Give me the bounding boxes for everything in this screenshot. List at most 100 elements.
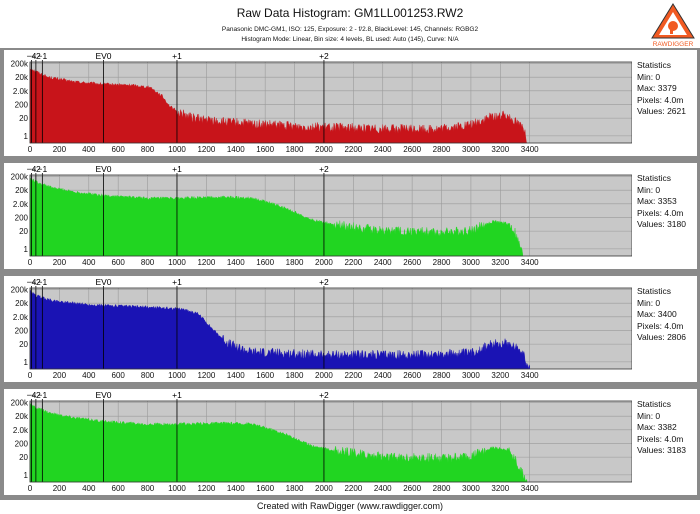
x-tick-label: 1000: [168, 258, 186, 267]
ev-marker-label: −2: [31, 390, 41, 400]
y-tick-label: 200k: [11, 173, 29, 182]
y-tick-label: 1: [24, 132, 29, 141]
ev-marker-label: −4: [27, 164, 37, 174]
stats-min: Min: 0: [637, 184, 661, 195]
x-tick-label: 3200: [491, 371, 509, 380]
blue-statistics: Statistics Min: 0 Max: 3400 Pixels: 4.0m…: [637, 286, 686, 344]
x-tick-label: 2600: [403, 258, 421, 267]
x-tick-label: 400: [82, 371, 96, 380]
x-tick-label: 1400: [227, 484, 245, 493]
x-tick-label: 1600: [256, 145, 274, 154]
ev-marker-label: −1: [37, 390, 47, 400]
x-tick-label: 1400: [227, 145, 245, 154]
x-tick-label: 0: [28, 371, 33, 380]
stats-min: Min: 0: [637, 410, 661, 421]
x-tick-label: 3200: [491, 145, 509, 154]
y-tick-label: 200: [15, 100, 29, 109]
x-tick-label: 800: [141, 258, 155, 267]
y-tick-label: 200: [15, 213, 29, 222]
y-tick-label: 1: [24, 471, 29, 480]
plot-frame: [29, 174, 632, 257]
green-histogram-chart: 200k 20k 2.0k 200 20 1 0 200 400 600 800 1000 1200 14…: [11, 164, 632, 267]
x-tick-label: 600: [112, 258, 126, 267]
histogram-area: [29, 177, 524, 257]
ev-marker-label: +2: [319, 277, 329, 287]
y-tick-label: 20k: [15, 186, 29, 195]
x-tick-label: 2800: [433, 484, 451, 493]
ev-marker-label: EV0: [95, 277, 111, 287]
stats-min: Min: 0: [637, 71, 661, 82]
ev-marker-label: +1: [172, 390, 182, 400]
green-statistics: Statistics Min: 0 Max: 3353 Pixels: 4.0m…: [637, 173, 686, 231]
x-tick-label: 0: [28, 484, 33, 493]
stats-title: Statistics: [637, 173, 672, 183]
stats-values: Values: 2806: [637, 332, 686, 342]
histogram-panel-green2: 200k 20k 2.0k 200 20 1 0 200 400 600 800 1000 1200 14…: [4, 389, 697, 495]
y-tick-label: 2.0k: [13, 313, 29, 322]
x-tick-label: 1200: [197, 484, 215, 493]
ev-marker-label: EV0: [95, 390, 111, 400]
x-tick-label: 400: [82, 258, 96, 267]
x-tick-label: 400: [82, 484, 96, 493]
ev-marker-label: −1: [37, 277, 47, 287]
x-tick-label: 600: [112, 484, 126, 493]
x-tick-label: 1200: [197, 145, 215, 154]
stats-max: Max: 3353: [637, 196, 677, 206]
camera-info: Panasonic DMC-GM1, ISO: 125, Exposure: 2…: [221, 26, 479, 33]
x-tick-label: 1600: [256, 258, 274, 267]
x-tick-label: 2200: [344, 258, 362, 267]
y-tick-label: 200k: [11, 60, 29, 69]
plot-frame: [29, 287, 632, 370]
stats-values: Values: 3183: [637, 445, 686, 455]
x-tick-label: 0: [28, 145, 33, 154]
x-tick-label: 1000: [168, 145, 186, 154]
x-tick-label: 800: [141, 145, 155, 154]
y-tick-label: 20: [19, 453, 28, 462]
y-tick-label: 20: [19, 227, 28, 236]
ev-marker-label: −2: [31, 164, 41, 174]
x-tick-label: 2000: [315, 484, 333, 493]
x-tick-label: 1800: [286, 258, 304, 267]
stats-max: Max: 3382: [637, 422, 677, 432]
x-tick-label: 2000: [315, 145, 333, 154]
ev-marker-label: −2: [31, 277, 41, 287]
histogram-area: [29, 67, 527, 144]
x-tick-label: 2400: [374, 371, 392, 380]
x-tick-label: 2200: [344, 371, 362, 380]
x-tick-label: 2600: [403, 145, 421, 154]
y-tick-label: 2.0k: [13, 200, 29, 209]
y-tick-label: 20k: [15, 73, 29, 82]
histogram-panels: 200k 20k 2.0k 200 20 1 0 200 400 600 800 1000 1200 14…: [0, 48, 700, 500]
ev-marker-label: +1: [172, 164, 182, 174]
x-tick-label: 200: [53, 484, 67, 493]
rawdigger-logo: RAWDIGGER: [651, 3, 695, 48]
ev-marker-label: −2: [31, 51, 41, 61]
x-tick-label: 1800: [286, 145, 304, 154]
x-tick-label: 1800: [286, 484, 304, 493]
footer-credit: Created with RawDigger (www.rawdigger.co…: [256, 501, 444, 511]
ev-marker-label: EV0: [95, 164, 111, 174]
y-tick-label: 1: [24, 245, 29, 254]
report-header: Raw Data Histogram: GM1LL001253.RW2 Pana…: [0, 0, 700, 48]
y-tick-label: 200: [15, 439, 29, 448]
x-tick-label: 1600: [256, 484, 274, 493]
x-tick-label: 3400: [521, 484, 539, 493]
x-tick-label: 200: [53, 258, 67, 267]
y-tick-label: 20k: [15, 412, 29, 421]
y-tick-label: 2.0k: [13, 426, 29, 435]
ev-marker-label: −4: [27, 51, 37, 61]
x-tick-label: 800: [141, 484, 155, 493]
stats-pixels: Pixels: 4.0m: [637, 207, 684, 218]
y-tick-label: 20: [19, 340, 28, 349]
green2-statistics: Statistics Min: 0 Max: 3382 Pixels: 4.0m…: [637, 399, 686, 457]
ev-marker-label: +2: [319, 51, 329, 61]
x-tick-label: 2000: [315, 258, 333, 267]
x-tick-label: 2800: [433, 258, 451, 267]
y-tick-label: 200: [15, 326, 29, 335]
x-tick-label: 3200: [491, 484, 509, 493]
ev-marker-label: +1: [172, 51, 182, 61]
x-tick-label: 2600: [403, 371, 421, 380]
x-tick-label: 800: [141, 371, 155, 380]
y-tick-label: 2.0k: [13, 87, 29, 96]
y-tick-label: 20k: [15, 299, 29, 308]
